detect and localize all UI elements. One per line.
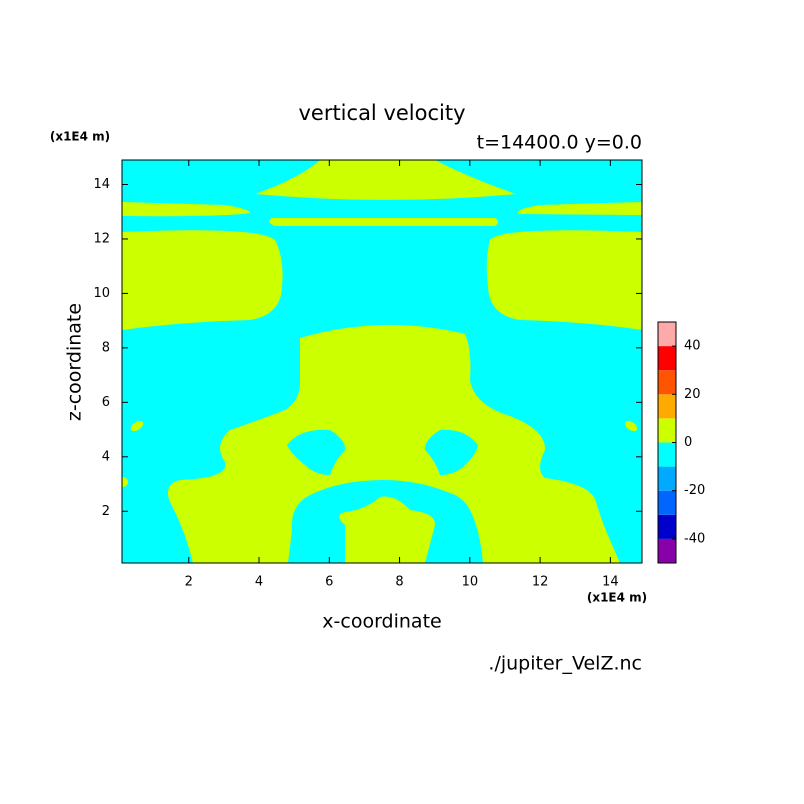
colorbar-band (658, 466, 676, 491)
y-tick-label: 6 (102, 395, 110, 410)
colorbar-tick-label: 20 (684, 387, 701, 402)
colorbar-tick-label: 0 (684, 435, 692, 450)
x-axis-label: x-coordinate (322, 611, 441, 633)
chart-title: vertical velocity (298, 101, 465, 125)
colorbar-band (658, 346, 676, 371)
contour-region (130, 420, 144, 432)
colorbar-band (658, 490, 676, 515)
x-tick-label: 8 (395, 575, 403, 590)
x-tick-label: 6 (325, 575, 333, 590)
contour-region (122, 202, 250, 217)
colorbar-tick-label: -20 (684, 483, 705, 498)
colorbar-band (658, 322, 676, 347)
plot-frame (121, 159, 643, 564)
contour-region (486, 230, 642, 330)
y-axis-label: z-coordinate (64, 303, 86, 421)
contour-region (255, 160, 516, 200)
contour-region (122, 477, 128, 487)
colorbar-band (658, 442, 676, 467)
contour-hole (424, 429, 478, 475)
contour-region (517, 202, 642, 215)
contour-region (122, 230, 283, 330)
x-unit: (x1E4 m) (587, 591, 647, 605)
colorbar-band (658, 418, 676, 443)
x-tick-label: 10 (462, 575, 479, 590)
y-unit: (x1E4 m) (50, 130, 110, 144)
source-label: ./jupiter_VelZ.nc (488, 653, 642, 675)
contour-region (339, 496, 436, 563)
contour-region (624, 420, 638, 432)
x-tick-label: 12 (532, 575, 549, 590)
colorbar-tick-label: -40 (684, 531, 705, 546)
colorbar-band (658, 514, 676, 539)
contour-hole (287, 429, 346, 475)
y-tick-label: 10 (93, 286, 110, 301)
contour-field (122, 160, 642, 563)
y-tick-label: 2 (102, 504, 110, 519)
colorbar-band (658, 370, 676, 395)
y-tick-label: 14 (93, 177, 110, 192)
contour-region (269, 218, 498, 226)
contour-region (167, 324, 621, 563)
x-tick-label: 4 (255, 575, 263, 590)
chart-subtitle: t=14400.0 y=0.0 (477, 132, 642, 154)
x-tick-label: 14 (602, 575, 619, 590)
colorbar-band (658, 394, 676, 419)
y-tick-label: 4 (102, 449, 110, 464)
colorbar-band (658, 538, 676, 563)
x-tick-label: 2 (185, 575, 193, 590)
y-tick-label: 12 (93, 231, 110, 246)
colorbar-tick-label: 40 (684, 339, 701, 354)
y-tick-label: 8 (102, 340, 110, 355)
